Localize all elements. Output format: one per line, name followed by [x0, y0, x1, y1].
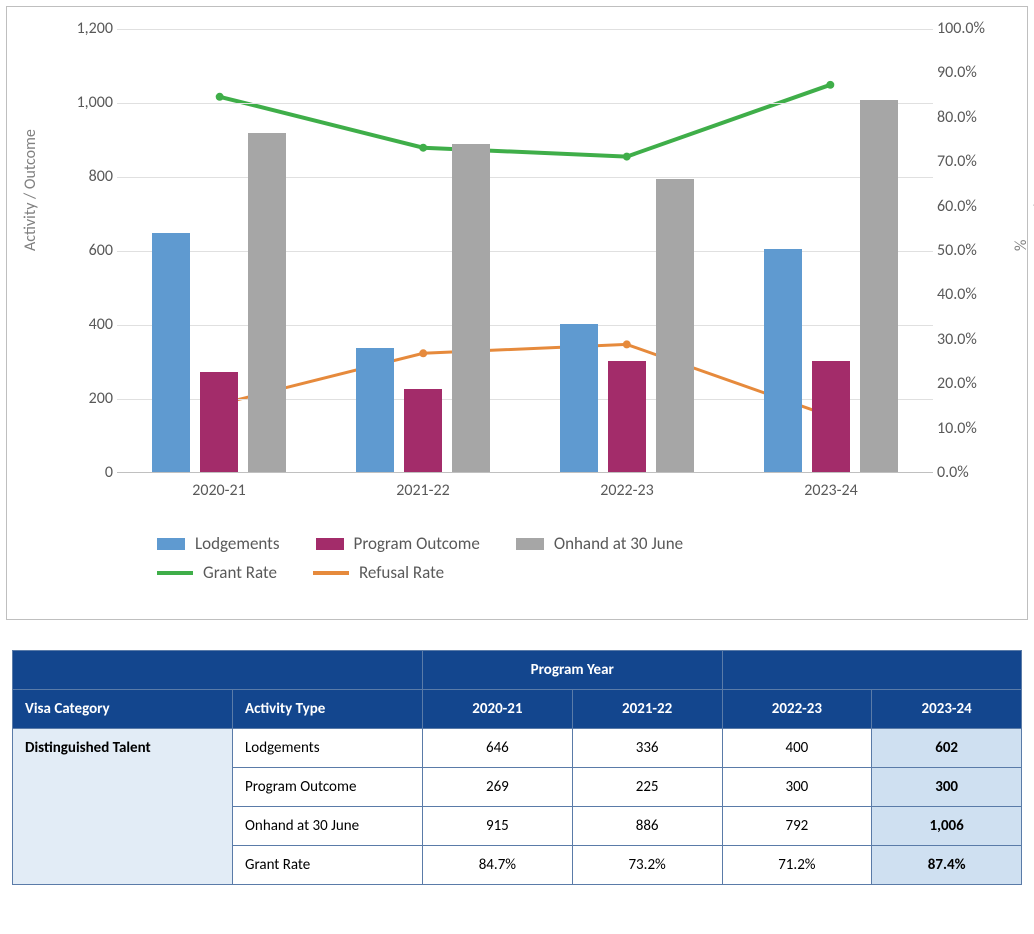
- y1-tick-label: 1,000: [67, 93, 113, 112]
- col-activity-type: Activity Type: [233, 690, 423, 729]
- bar-lodgements: [152, 233, 190, 472]
- y1-tick-label: 1,200: [67, 19, 113, 38]
- legend-swatch: [316, 538, 344, 550]
- col-visa-category: Visa Category: [13, 690, 233, 729]
- x-tick-label: 2020-21: [117, 481, 321, 500]
- y1-tick-label: 400: [67, 315, 113, 334]
- y2-tick-label: 90.0%: [937, 63, 999, 82]
- cell-value: 225: [572, 768, 722, 807]
- col-year: 2021-22: [572, 690, 722, 729]
- y2-tick-label: 100.0%: [937, 19, 999, 38]
- y1-axis-title: Activity / Outcome: [21, 129, 40, 251]
- y2-axis-title: % Grant / Refusal Rate: [1012, 204, 1034, 251]
- legend-line: [313, 571, 349, 575]
- legend-item: Program Outcome: [316, 533, 480, 554]
- cell-activity-type: Lodgements: [233, 729, 423, 768]
- legend-item: Refusal Rate: [313, 562, 444, 583]
- y1-tick-label: 800: [67, 167, 113, 186]
- y2-tick-label: 10.0%: [937, 419, 999, 438]
- bar-group: [117, 29, 321, 472]
- bar-lodgements: [560, 324, 598, 472]
- cell-value: 886: [572, 807, 722, 846]
- bar-lodgements: [764, 249, 802, 472]
- legend-line: [157, 571, 193, 575]
- cell-value: 300: [722, 768, 872, 807]
- cell-value: 73.2%: [572, 846, 722, 885]
- bar-onhand-at-30-june: [248, 133, 286, 472]
- bar-onhand-at-30-june: [860, 100, 898, 472]
- legend-swatch: [516, 538, 544, 550]
- y2-tick-label: 0.0%: [937, 463, 999, 482]
- bar-program-outcome: [608, 361, 646, 472]
- y2-tick-label: 40.0%: [937, 285, 999, 304]
- bar-program-outcome: [812, 361, 850, 472]
- cell-activity-type: Grant Rate: [233, 846, 423, 885]
- bar-lodgements: [356, 348, 394, 472]
- cell-value: 915: [423, 807, 573, 846]
- legend-label: Onhand at 30 June: [554, 533, 683, 554]
- bar-program-outcome: [200, 372, 238, 472]
- table-header-blank: [13, 651, 423, 690]
- bar-group: [525, 29, 729, 472]
- data-table: Program Year Visa Category Activity Type…: [12, 650, 1022, 885]
- cell-value: 71.2%: [722, 846, 872, 885]
- legend-swatch: [157, 538, 185, 550]
- legend-label: Lodgements: [195, 533, 280, 554]
- y2-tick-label: 80.0%: [937, 108, 999, 127]
- y2-tick-label: 70.0%: [937, 152, 999, 171]
- legend-label: Grant Rate: [203, 562, 277, 583]
- legend-label: Program Outcome: [354, 533, 480, 554]
- legend-item: Onhand at 30 June: [516, 533, 683, 554]
- legend-item: Grant Rate: [157, 562, 277, 583]
- y1-tick-label: 200: [67, 389, 113, 408]
- x-tick-label: 2023-24: [729, 481, 933, 500]
- col-year: 2020-21: [423, 690, 573, 729]
- y2-tick-label: 30.0%: [937, 330, 999, 349]
- y2-tick-label: 50.0%: [937, 241, 999, 260]
- y2-tick-label: 60.0%: [937, 197, 999, 216]
- bar-program-outcome: [404, 389, 442, 472]
- bar-group: [729, 29, 933, 472]
- legend-item: Lodgements: [157, 533, 280, 554]
- cell-value: 646: [423, 729, 573, 768]
- cell-value: 602: [872, 729, 1022, 768]
- cell-value: 87.4%: [872, 846, 1022, 885]
- bar-group: [321, 29, 525, 472]
- cell-value: 336: [572, 729, 722, 768]
- table-header-program-year: Program Year: [423, 651, 723, 690]
- cell-value: 269: [423, 768, 573, 807]
- activity-chart: Activity / Outcome % Grant / Refusal Rat…: [6, 6, 1028, 620]
- chart-legend: Lodgements Program Outcome Onhand at 30 Ju…: [117, 533, 933, 591]
- cell-value: 792: [722, 807, 872, 846]
- cell-value: 400: [722, 729, 872, 768]
- y2-tick-label: 20.0%: [937, 374, 999, 393]
- col-year: 2023-24: [872, 690, 1022, 729]
- cell-value: 300: [872, 768, 1022, 807]
- bar-onhand-at-30-june: [656, 179, 694, 472]
- legend-label: Refusal Rate: [359, 562, 444, 583]
- col-year: 2022-23: [722, 690, 872, 729]
- bar-onhand-at-30-june: [452, 144, 490, 472]
- x-tick-label: 2022-23: [525, 481, 729, 500]
- cell-activity-type: Program Outcome: [233, 768, 423, 807]
- cell-visa-category: Distinguished Talent: [13, 729, 233, 885]
- plot-area: [117, 29, 933, 473]
- table-header-blank2: [722, 651, 1022, 690]
- cell-value: 1,006: [872, 807, 1022, 846]
- x-tick-label: 2021-22: [321, 481, 525, 500]
- y1-tick-label: 600: [67, 241, 113, 260]
- table-row: Distinguished TalentLodgements6463364006…: [13, 729, 1022, 768]
- y1-tick-label: 0: [67, 463, 113, 482]
- cell-value: 84.7%: [423, 846, 573, 885]
- cell-activity-type: Onhand at 30 June: [233, 807, 423, 846]
